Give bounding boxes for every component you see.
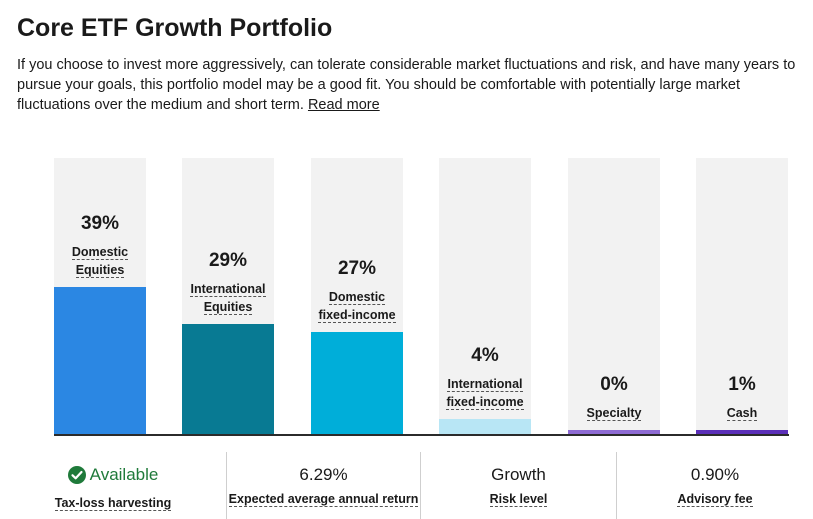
read-more-link[interactable]: Read more (307, 97, 380, 113)
bar-value-label: 4% (471, 344, 499, 366)
chart-bar (439, 418, 531, 434)
bar-label-group: 39% Domestic Equities (54, 213, 146, 279)
bar-value-label: 1% (728, 374, 756, 395)
page-title: Core ETF Growth Portfolio (17, 14, 333, 42)
stat-label[interactable]: Risk level (489, 492, 548, 507)
stat-expected-return: 6.29% Expected average annual return (227, 452, 420, 519)
chart-bar (696, 430, 788, 434)
chart-column: 0% Specialty (568, 158, 660, 434)
bar-value-label: 29% (208, 250, 248, 272)
stat-value: 0.90% (690, 465, 740, 484)
description-text: If you choose to invest more aggressivel… (17, 57, 796, 113)
bar-category-label[interactable]: International fixed-income (446, 376, 524, 410)
stat-divider (226, 452, 227, 519)
bar-category-label[interactable]: Domestic fixed-income (318, 289, 396, 323)
chart-bar (568, 430, 660, 434)
chart-column: 1% Cash (696, 158, 788, 434)
bar-label-group: 27% Domestic fixed-income (311, 258, 403, 324)
bar-category-label[interactable]: International Equities (190, 282, 266, 316)
stat-label[interactable]: Expected average annual return (228, 492, 419, 507)
chart-bar (182, 324, 274, 434)
check-circle-icon (67, 466, 86, 484)
chart-column: 4% International fixed-income (439, 158, 531, 434)
bar-label-group: 29% International Equities (182, 250, 274, 316)
stat-divider (420, 452, 421, 519)
chart-column: 27% Domestic fixed-income (311, 158, 403, 434)
portfolio-description: If you choose to invest more aggressivel… (17, 55, 807, 115)
available-status: Available (67, 464, 159, 486)
bar-value-label: 0% (600, 374, 628, 395)
bar-value-label: 39% (80, 212, 120, 234)
chart-bar (311, 331, 403, 434)
bar-value-label: 27% (337, 257, 377, 279)
chart-bar (54, 286, 146, 434)
chart-baseline (54, 434, 789, 436)
bar-label-group: 0% Specialty (568, 374, 660, 422)
bar-category-label[interactable]: Cash (726, 406, 758, 421)
stat-risk-level: Growth Risk level (421, 452, 616, 519)
stat-advisory-fee: 0.90% Advisory fee (617, 452, 813, 519)
stat-tax-loss: Available Tax-loss harvesting (0, 452, 226, 519)
bar-label-group: 4% International fixed-income (439, 345, 531, 411)
stat-value: Available (89, 465, 159, 484)
stat-label[interactable]: Advisory fee (677, 492, 753, 507)
stat-divider (616, 452, 617, 519)
stat-value: 6.29% (299, 465, 348, 484)
bar-category-label[interactable]: Specialty (586, 406, 642, 421)
chart-column: 29% International Equities (182, 158, 274, 434)
chart-column: 39% Domestic Equities (54, 158, 146, 434)
bar-label-group: 1% Cash (696, 374, 788, 422)
stat-label[interactable]: Tax-loss harvesting (54, 496, 172, 511)
stat-value: Growth (491, 465, 546, 484)
bar-category-label[interactable]: Domestic Equities (71, 244, 129, 278)
